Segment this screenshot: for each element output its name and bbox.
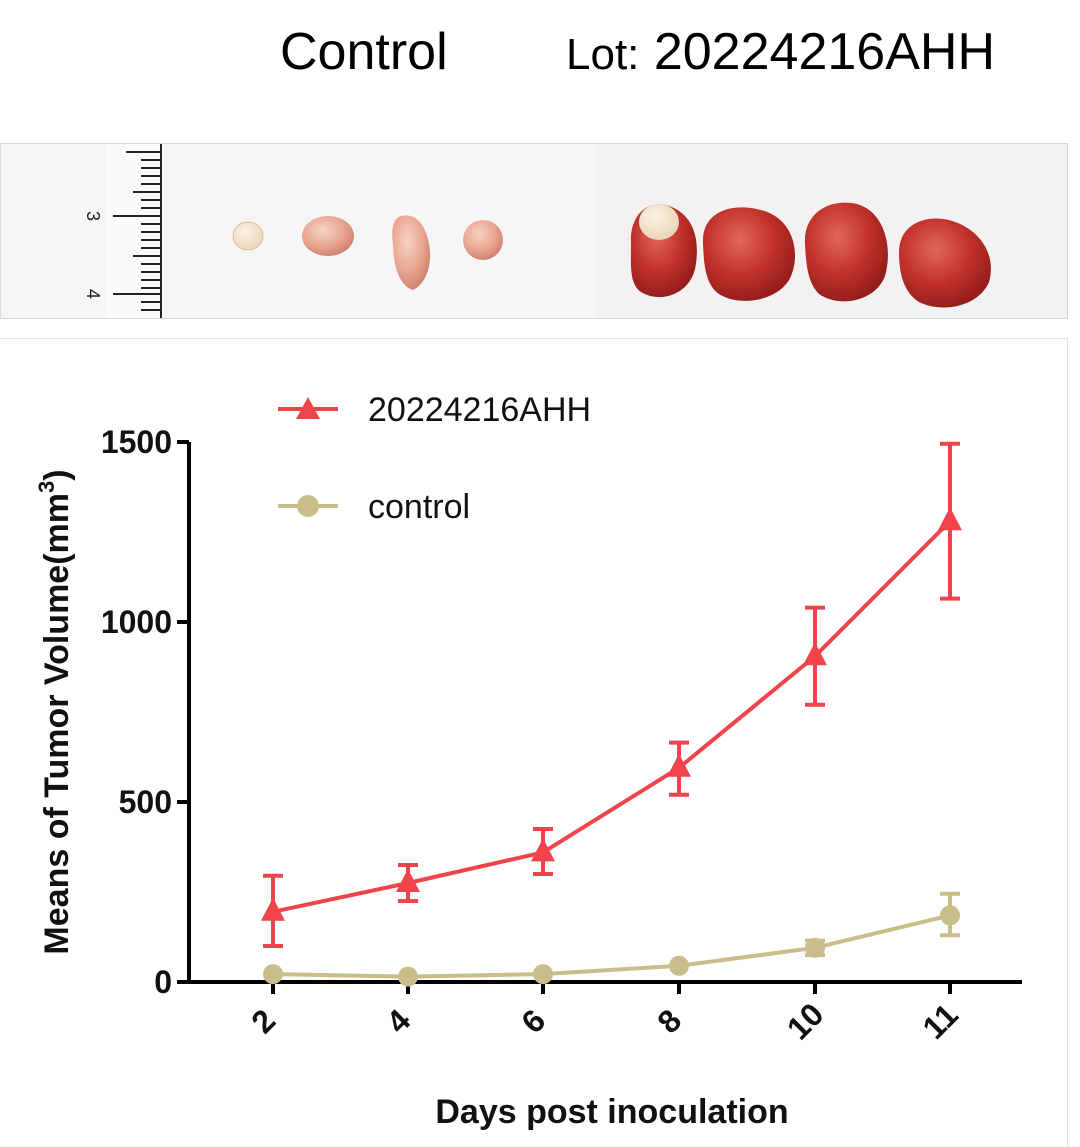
tumor-photo: 3 4 xyxy=(83,144,1067,318)
y-axis-title: Means of Tumor Volume(mm3) xyxy=(34,469,76,954)
y-tick-label-1000: 1000 xyxy=(101,604,172,640)
y-axis-title-main: Means of Tumor Volume(mm xyxy=(38,493,76,955)
treated-tumors xyxy=(630,202,991,308)
data-point-10 xyxy=(803,642,827,666)
y-tick-label-0: 0 xyxy=(154,964,172,1000)
data-point-4 xyxy=(396,869,420,892)
data-point-2 xyxy=(263,964,283,985)
series-treated xyxy=(261,441,962,948)
data-point-11 xyxy=(938,507,962,531)
series-line xyxy=(272,519,952,914)
data-point-6 xyxy=(531,838,555,862)
data-point-10 xyxy=(805,937,825,958)
tumor-volume-chart: 0 500 1000 1500 2 4 6 8 10 11 Days post inoculat… xyxy=(34,391,1022,1131)
lot-number: 20224216AHH xyxy=(653,23,995,81)
lot-prefix: Lot: xyxy=(566,30,640,79)
data-point-4 xyxy=(398,966,418,987)
lot-label: Lot: 20224216AHH xyxy=(566,22,995,82)
ruler-mark-3: 3 xyxy=(83,211,103,221)
y-axis-title-close: ) xyxy=(38,469,76,480)
data-point-11 xyxy=(940,905,960,926)
ruler: 3 4 xyxy=(83,144,164,318)
x-tick-label-8: 8 xyxy=(650,1002,688,1040)
tumor-photo-strip: 3 4 xyxy=(0,143,1068,319)
y-tick-label-500: 500 xyxy=(119,784,172,820)
legend-marker-treated xyxy=(296,397,320,419)
x-tick-label-2: 2 xyxy=(244,1002,282,1040)
legend-label-control: control xyxy=(368,488,470,526)
ruler-mark-4: 4 xyxy=(83,289,103,299)
legend: 20224216AHH control xyxy=(278,391,591,526)
x-tick-label-4: 4 xyxy=(379,1002,417,1040)
x-axis-title: Days post inoculation xyxy=(435,1093,788,1131)
x-tick-label-11: 11 xyxy=(916,997,965,1046)
control-tumors xyxy=(232,215,503,290)
tumor-volume-chart-panel: 0 500 1000 1500 2 4 6 8 10 11 Days post inoculat… xyxy=(0,338,1068,1147)
y-axis-title-sup: 3 xyxy=(34,481,59,493)
x-tick-label-6: 6 xyxy=(514,1002,552,1040)
legend-marker-control xyxy=(297,495,319,517)
data-point-6 xyxy=(533,964,553,985)
y-tick-label-1500: 1500 xyxy=(101,424,172,460)
x-tick-label-10: 10 xyxy=(780,996,831,1047)
group-label: Control xyxy=(280,23,448,81)
data-point-2 xyxy=(261,897,285,921)
legend-label-treated: 20224216AHH xyxy=(368,391,591,429)
data-point-8 xyxy=(667,753,691,777)
data-point-8 xyxy=(669,955,689,976)
series-line xyxy=(272,913,951,979)
series-control xyxy=(263,891,960,987)
